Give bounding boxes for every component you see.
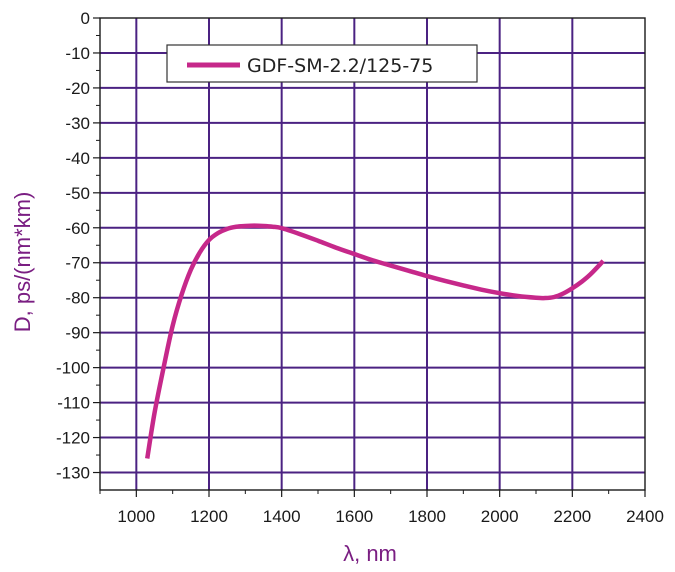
y-tick-label: -100 [56, 359, 90, 378]
y-tick-label: -50 [65, 184, 90, 203]
x-tick-label: 1600 [335, 507, 373, 526]
y-tick-label: 0 [81, 9, 90, 28]
x-axis-title: λ, nm [343, 541, 397, 566]
y-tick-label: -110 [57, 394, 90, 413]
x-tick-label: 1200 [190, 507, 228, 526]
y-tick-label: -60 [65, 219, 90, 238]
y-tick-label: -120 [56, 429, 90, 448]
grid [100, 18, 645, 490]
x-tick-label: 1800 [408, 507, 446, 526]
y-tick-label: -70 [65, 254, 90, 273]
axes [99, 17, 646, 491]
series-line [145, 223, 605, 459]
x-tick-label: 2400 [626, 507, 664, 526]
y-tick-label: -10 [65, 44, 90, 63]
y-tick-label: -80 [65, 289, 90, 308]
ticks: 1000 1200 1400 1600 1800 2000 2200 2400 0 -10 -20 -… [56, 9, 664, 526]
legend: GDF-SM-2.2/125-75 [166, 44, 478, 83]
y-tick-label: -130 [56, 464, 90, 483]
y-tick-label: -90 [65, 324, 90, 343]
y-tick-label: -20 [65, 79, 90, 98]
x-tick-label: 2000 [481, 507, 519, 526]
y-tick-label: -40 [65, 149, 90, 168]
x-tick-label: 2200 [553, 507, 591, 526]
x-tick-label: 1000 [117, 507, 155, 526]
x-tick-label: 1400 [263, 507, 301, 526]
series-group [145, 223, 605, 459]
y-axis-title: D, ps/(nm*km) [10, 192, 35, 333]
y-tick-label: -30 [65, 114, 90, 133]
legend-label: GDF-SM-2.2/125-75 [247, 55, 433, 77]
plot-frame [99, 17, 646, 491]
